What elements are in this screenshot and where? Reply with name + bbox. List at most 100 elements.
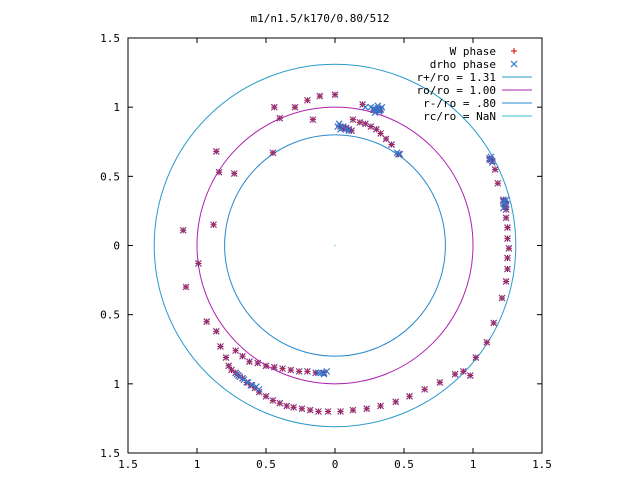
- cross-b: [248, 381, 256, 389]
- w-phase-point-overlay: [498, 294, 506, 302]
- w-phase-point-overlay: [494, 179, 502, 187]
- cross-b: [212, 327, 220, 335]
- drho-phase-point: [244, 379, 252, 386]
- w-phase-point-overlay: [504, 224, 511, 231]
- cross-b: [466, 372, 474, 379]
- legend-marker-drho: [510, 60, 518, 68]
- cross-b: [378, 103, 386, 111]
- w-phase-point-overlay: [255, 388, 263, 396]
- cross-b: [254, 359, 262, 367]
- cross-b: [203, 318, 211, 326]
- chart-title: m1/n1.5/k170/0.80/512: [250, 12, 389, 25]
- cross-b: [451, 370, 459, 378]
- cross-b: [279, 365, 286, 373]
- cross-b: [374, 102, 382, 110]
- drho-phase-point: [335, 120, 343, 128]
- drho-phase-point: [345, 127, 353, 135]
- drho-phase-point: [233, 370, 241, 378]
- cross-b: [233, 370, 241, 378]
- cross-b: [406, 392, 413, 400]
- w-phase-point-overlay: [269, 397, 277, 404]
- cross-b: [377, 130, 384, 137]
- legend-marker-w: [511, 48, 517, 54]
- w-phase-point-overlay: [309, 116, 317, 124]
- w-phase-point-overlay: [349, 406, 357, 414]
- cross-b: [377, 402, 384, 410]
- drho-phase-point: [240, 376, 248, 384]
- w-phase-point-overlay: [361, 120, 369, 128]
- legend-label: r+/ro = 1.31: [417, 71, 496, 84]
- drho-phase-point: [502, 196, 510, 204]
- cross-b: [491, 165, 499, 173]
- cross-b: [244, 379, 252, 386]
- w-phase-point-overlay: [306, 406, 314, 414]
- x-tick-label: 0: [332, 458, 339, 471]
- cross-b: [262, 392, 270, 400]
- cross-b: [212, 148, 220, 155]
- cross-b: [255, 385, 263, 393]
- w-phase-point-overlay: [502, 214, 510, 222]
- cross-b: [472, 354, 480, 361]
- w-phase-point-overlay: [262, 392, 270, 400]
- cross-b: [309, 116, 317, 124]
- cross-b: [483, 338, 491, 346]
- w-phase-point-overlay: [504, 235, 511, 243]
- cross-b: [337, 408, 344, 415]
- drho-phase-point: [371, 109, 379, 117]
- w-phase-point-overlay: [451, 370, 459, 378]
- w-phase-point-overlay: [316, 92, 324, 100]
- w-phase-point-overlay: [490, 319, 498, 327]
- cross-b: [230, 170, 238, 177]
- cross-b: [499, 196, 507, 204]
- w-phase-point-overlay: [324, 408, 332, 415]
- w-phase-point-overlay: [303, 96, 311, 104]
- cross-b: [255, 388, 263, 396]
- y-tick-label: 0.5: [100, 170, 120, 183]
- drho-phase-point: [315, 369, 322, 377]
- legend-label: rc/ro = NaN: [423, 110, 496, 123]
- w-phase-point-overlay: [392, 398, 400, 406]
- x-tick-label: 0.5: [256, 458, 276, 471]
- w-phase-point-overlay: [505, 244, 513, 252]
- cross-b: [488, 159, 496, 166]
- w-phase-point-overlay: [382, 135, 390, 143]
- w-phase-point-overlay: [228, 366, 235, 374]
- drho-phase-point: [487, 153, 495, 161]
- cross-b: [303, 367, 311, 375]
- cross-b: [349, 406, 357, 414]
- cross-b: [502, 278, 510, 285]
- w-phase-point-overlay: [466, 372, 474, 379]
- cross-b: [459, 367, 467, 375]
- legend-label: ro/ro = 1.00: [417, 84, 496, 97]
- cross-b: [217, 343, 224, 350]
- cross-b: [388, 141, 396, 148]
- w-phase-point-overlay: [349, 116, 357, 124]
- cross-b: [502, 196, 510, 204]
- y-tick-label: 0: [113, 240, 120, 253]
- x-tick-label: 0.5: [394, 458, 414, 471]
- cross-b: [392, 398, 400, 406]
- cross-b: [498, 294, 506, 302]
- cross-b: [240, 376, 248, 384]
- w-phase-point-overlay: [377, 130, 384, 137]
- w-phase-point-overlay: [291, 103, 299, 111]
- w-phase-point-overlay: [283, 402, 291, 410]
- cross-b: [276, 399, 284, 407]
- w-phase-point-overlay: [504, 254, 511, 262]
- w-phase-point-overlay: [421, 385, 429, 393]
- cross-b: [372, 125, 380, 133]
- cross-b: [295, 367, 303, 375]
- cross-b: [298, 405, 306, 413]
- w-phase-point-overlay: [295, 367, 303, 375]
- w-phase-point-overlay: [276, 399, 284, 407]
- cross-b: [269, 397, 277, 404]
- w-phase-point-overlay: [182, 283, 190, 291]
- cross-b: [342, 125, 350, 133]
- cross-b: [246, 358, 253, 366]
- cross-b: [315, 369, 322, 377]
- w-phase-point-overlay: [225, 362, 233, 370]
- cross-b: [210, 221, 217, 229]
- cross-b: [232, 347, 240, 355]
- cross-b: [270, 363, 278, 371]
